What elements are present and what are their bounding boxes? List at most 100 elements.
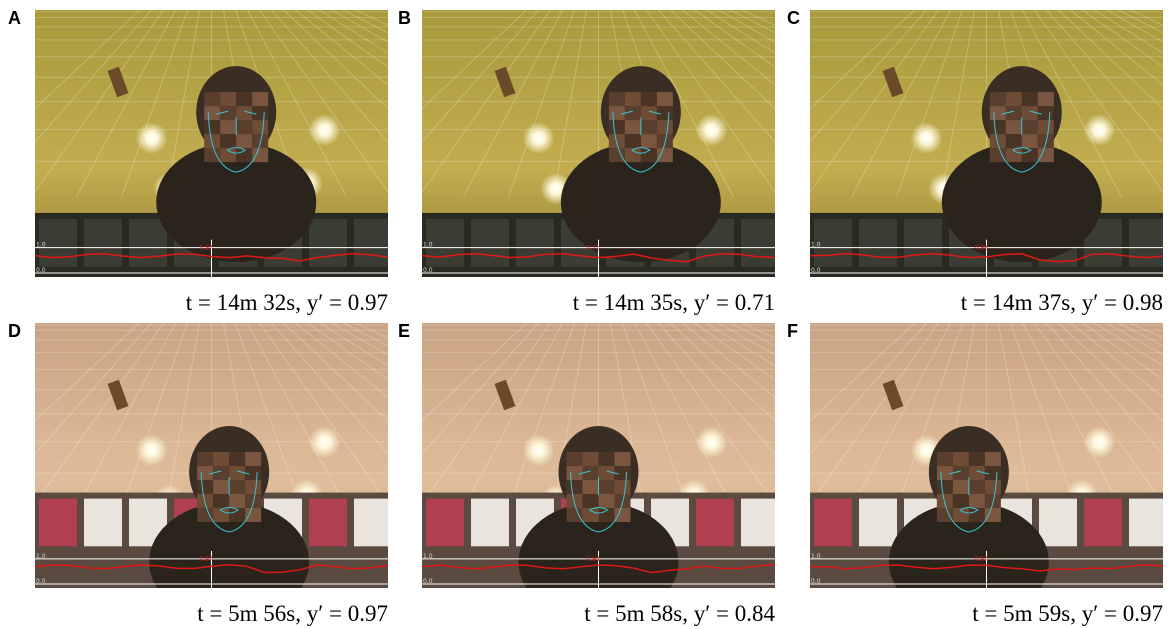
pixelated-face xyxy=(1006,106,1022,120)
plot-bottom-label: 0.0 xyxy=(423,267,433,274)
pixelated-face xyxy=(985,494,1001,508)
pixelated-face xyxy=(1006,134,1022,148)
pixelated-face xyxy=(609,106,625,120)
pixelated-face xyxy=(657,106,673,120)
light xyxy=(695,114,727,146)
pixelated-face xyxy=(204,134,220,148)
pixelated-face xyxy=(583,494,599,508)
pixelated-face xyxy=(245,508,261,522)
pixelated-face xyxy=(197,494,213,508)
light xyxy=(308,426,340,458)
pixelated-face xyxy=(204,120,220,134)
pixelated-face xyxy=(599,480,615,494)
plot-bottom-label: 0.0 xyxy=(423,578,433,585)
window xyxy=(1039,499,1077,547)
pixelated-face xyxy=(1022,106,1038,120)
overlay-value: 0.98 xyxy=(975,245,989,252)
light xyxy=(695,426,727,458)
pixelated-face xyxy=(641,120,657,134)
pixelated-face xyxy=(1006,92,1022,106)
pixelated-face xyxy=(953,480,969,494)
pixelated-face xyxy=(625,106,641,120)
pixelated-face xyxy=(567,508,583,522)
light xyxy=(522,122,554,154)
pixelated-face xyxy=(599,466,615,480)
window xyxy=(309,219,347,267)
window xyxy=(426,499,464,547)
pixelated-face xyxy=(985,466,1001,480)
pixelated-face xyxy=(252,120,268,134)
pixelated-face xyxy=(937,452,953,466)
light xyxy=(135,434,167,466)
pixelated-face xyxy=(985,452,1001,466)
panel-caption: t = 14m 35s, y′ = 0.71 xyxy=(573,290,775,315)
light xyxy=(135,122,167,154)
panel-letter: E xyxy=(398,321,410,341)
pixelated-face xyxy=(245,466,261,480)
window xyxy=(1084,499,1122,547)
pixelated-face xyxy=(213,480,229,494)
pixelated-face xyxy=(657,120,673,134)
pixelated-face xyxy=(657,134,673,148)
window xyxy=(471,219,509,267)
pixelated-face xyxy=(197,466,213,480)
panel-letter: A xyxy=(8,8,21,28)
pixelated-face xyxy=(245,452,261,466)
pixelated-face xyxy=(236,120,252,134)
plot-bottom-label: 0.0 xyxy=(811,578,821,585)
pixelated-face xyxy=(236,134,252,148)
pixelated-face xyxy=(990,106,1006,120)
pixelated-face xyxy=(990,148,1006,162)
pixelated-face xyxy=(1022,120,1038,134)
pixelated-face xyxy=(245,480,261,494)
window xyxy=(814,499,852,547)
figure: 0.971.00.0At = 14m 32s, y′ = 0.970.711.0… xyxy=(0,0,1169,629)
pixelated-face xyxy=(252,134,268,148)
pixelated-face xyxy=(236,92,252,106)
pixelated-face xyxy=(213,466,229,480)
photo-panel: 0.981.00.0 xyxy=(717,10,1169,277)
pixelated-face xyxy=(937,466,953,480)
pixelated-face xyxy=(615,466,631,480)
pixelated-face xyxy=(609,92,625,106)
pixelated-face xyxy=(1006,120,1022,134)
pixelated-face xyxy=(609,120,625,134)
pixelated-face xyxy=(641,106,657,120)
window xyxy=(1129,499,1167,547)
pixelated-face xyxy=(252,106,268,120)
panel-letter: D xyxy=(8,321,21,341)
pixelated-face xyxy=(567,452,583,466)
panel-letter: F xyxy=(787,321,798,341)
pixelated-face xyxy=(1022,134,1038,148)
plot-bottom-label: 0.0 xyxy=(811,267,821,274)
light xyxy=(910,122,942,154)
pixelated-face xyxy=(197,508,213,522)
pixelated-face xyxy=(615,452,631,466)
overlay-value: 0.97 xyxy=(975,556,989,563)
pixelated-face xyxy=(657,92,673,106)
pixelated-face xyxy=(220,106,236,120)
plot-top-label: 1.0 xyxy=(423,242,433,249)
pixelated-face xyxy=(204,92,220,106)
pixelated-face xyxy=(990,134,1006,148)
pixelated-face xyxy=(567,494,583,508)
window xyxy=(741,219,779,267)
window xyxy=(129,219,167,267)
light xyxy=(522,434,554,466)
pixelated-face xyxy=(252,148,268,162)
pixelated-face xyxy=(615,494,631,508)
window xyxy=(309,499,347,547)
window xyxy=(516,219,554,267)
window xyxy=(84,499,122,547)
panel-letter: B xyxy=(398,8,411,28)
pixelated-face xyxy=(641,92,657,106)
pixelated-face xyxy=(953,494,969,508)
pixelated-face xyxy=(599,452,615,466)
window xyxy=(696,499,734,547)
panel-caption: t = 5m 58s, y′ = 0.84 xyxy=(584,601,775,626)
pixelated-face xyxy=(583,466,599,480)
pixelated-face xyxy=(969,466,985,480)
window xyxy=(39,499,77,547)
pixelated-face xyxy=(609,148,625,162)
window xyxy=(859,499,897,547)
